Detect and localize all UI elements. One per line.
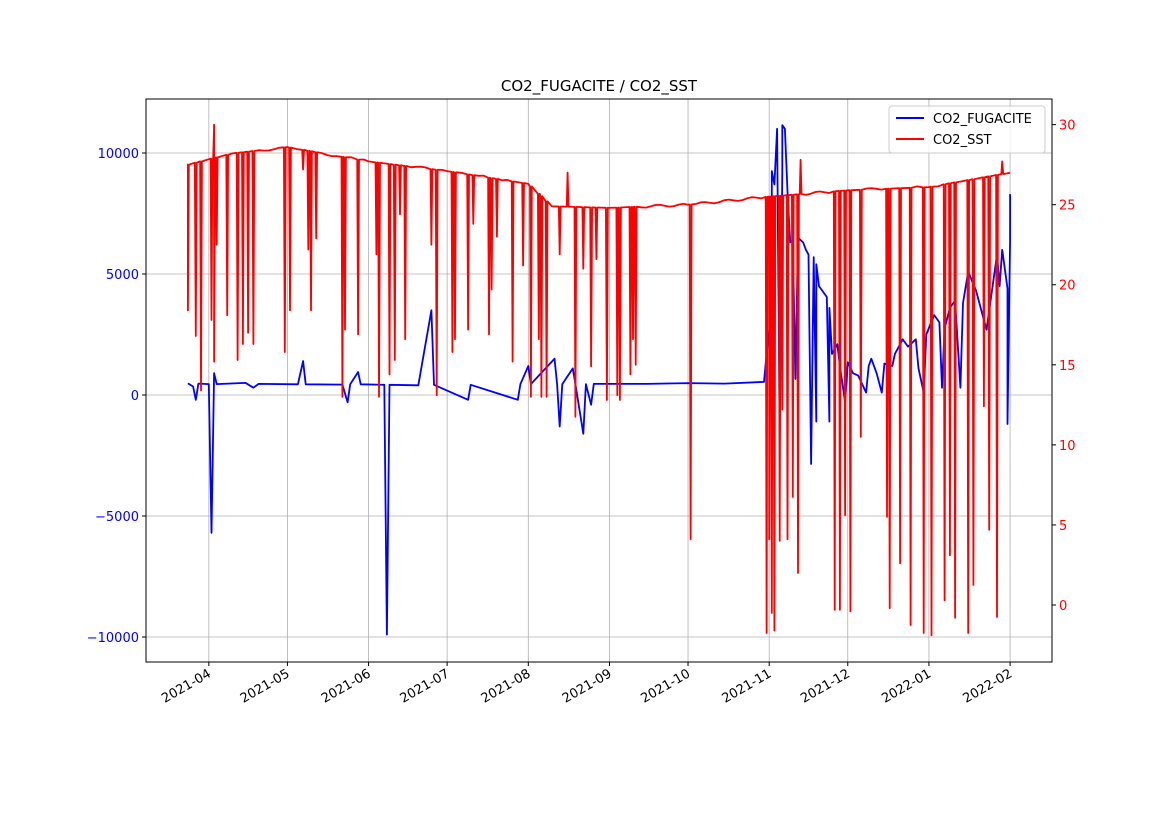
y-right-tick-label: 30 [1059,119,1076,134]
y-right-tick-label: 10 [1059,439,1076,454]
y-left-tick-label: 10000 [98,147,139,162]
legend-label-co2-sst: CO2_SST [933,133,992,148]
y-right-tick-label: 20 [1059,279,1076,294]
y-right-tick-label: 15 [1059,359,1076,374]
series-line-co2-sst [186,123,1011,637]
chart-title: CO2_FUGACITE / CO2_SST [501,77,698,96]
y-left-tick-label: −10000 [87,631,139,646]
grid [146,99,1052,662]
y-left-tick-label: −5000 [95,510,139,525]
legend-box [888,105,1046,154]
y-right-tick-label: 5 [1059,519,1067,534]
legend-label-co2-fugacite: CO2_FUGACITE [933,112,1032,127]
y-left-tick-label: 5000 [106,268,139,283]
axes-frame [145,98,1053,663]
y-right-tick-label: 25 [1059,199,1076,214]
plot-area [186,123,1011,637]
series-line-co2-fugacite [187,124,1011,636]
y-left-tick-label: 0 [131,389,139,404]
y-right-tick-label: 0 [1059,599,1067,614]
legend: CO2_FUGACITE CO2_SST [888,105,1046,154]
